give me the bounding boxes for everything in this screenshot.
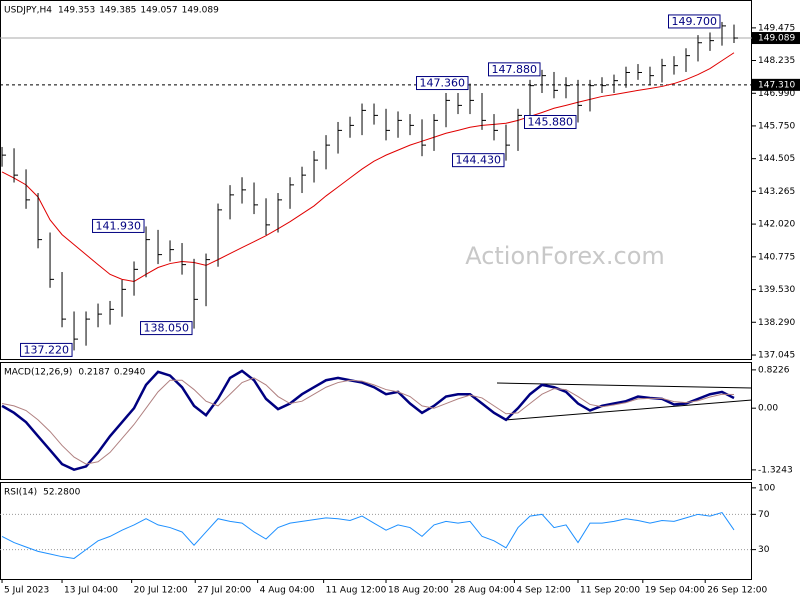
- x-tick-label: 18 Aug 20:00: [388, 586, 449, 596]
- readout: 52.2800: [43, 488, 80, 498]
- y-tick-label: 0.00: [758, 404, 778, 414]
- x-tick-label: 19 Sep 04:00: [645, 586, 705, 596]
- annotation: 137.220: [20, 342, 73, 357]
- y-tick-label: 0.8226: [758, 365, 790, 375]
- y-tick-label: 70: [758, 510, 770, 520]
- series-line: [1, 369, 735, 472]
- macd-panel: [0, 362, 752, 480]
- readout: 149.385: [99, 6, 136, 16]
- x-tick-label: 20 Jul 12:00: [134, 586, 188, 596]
- y-tick-label: 138.290: [758, 318, 795, 328]
- y-tick-label: 30: [758, 545, 770, 555]
- readout: 0.2187: [78, 368, 110, 378]
- y-tick-label: 149.475: [758, 23, 795, 33]
- annotation-label: 147.360: [420, 77, 466, 90]
- y-tick-label: -1.3243: [758, 465, 793, 475]
- readout: 149.089: [182, 6, 219, 16]
- x-tick-label: 4 Aug 04:00: [260, 586, 315, 596]
- y-tick-label: 144.505: [758, 154, 795, 164]
- watermark: ActionForex.com: [465, 242, 665, 270]
- y-tick-label: 140.775: [758, 252, 795, 262]
- annotation-label: 141.930: [96, 219, 141, 232]
- panel-title: MACD(12,26,9): [4, 368, 72, 378]
- annotation-box: [20, 342, 73, 357]
- annotation-box: [668, 14, 721, 29]
- annotation-label: 144.430: [456, 154, 502, 167]
- readout: 0.2940: [114, 368, 146, 378]
- annotation: 147.880: [488, 62, 541, 77]
- annotation: 147.360: [416, 76, 469, 91]
- annotation-box: [452, 153, 505, 168]
- annotation-box: [488, 62, 541, 77]
- annotation-label: 149.700: [672, 15, 718, 28]
- x-tick-label: 4 Sep 12:00: [516, 586, 571, 596]
- annotation-label: 137.220: [24, 343, 70, 356]
- annotation-box: [92, 218, 145, 233]
- y-tick-label: 148.235: [758, 56, 795, 66]
- series-line: [1, 377, 735, 465]
- price-label: 149.089: [758, 34, 795, 44]
- price-panel: [0, 0, 752, 360]
- y-tick-label: 139.530: [758, 285, 795, 295]
- series-line: [1, 511, 735, 559]
- annotation: 149.700: [668, 14, 721, 29]
- panel-title: USDJPY,H4: [4, 6, 52, 16]
- x-tick-label: 13 Jul 04:00: [64, 586, 118, 596]
- annotation-box: [524, 114, 577, 129]
- annotation: 138.050: [140, 321, 193, 336]
- y-tick-label: 143.265: [758, 187, 795, 197]
- x-tick-label: 27 Jul 20:00: [197, 586, 251, 596]
- rsi-panel: [0, 482, 752, 580]
- y-tick-label: 145.750: [758, 121, 795, 131]
- annotation-label: 138.050: [144, 322, 190, 335]
- y-tick-label: 100: [758, 483, 775, 493]
- x-tick-label: 11 Aug 12:00: [326, 586, 387, 596]
- price-box: [752, 32, 800, 45]
- readout: 149.057: [140, 6, 177, 16]
- x-tick-label: 26 Sep 12:00: [707, 586, 767, 596]
- level-label: 147.310: [758, 80, 795, 90]
- y-tick-label: 146.990: [758, 89, 795, 99]
- x-tick-label: 28 Aug 04:00: [454, 586, 515, 596]
- annotation-label: 147.880: [492, 63, 538, 76]
- annotation: 141.930: [92, 218, 145, 233]
- annotation-box: [416, 76, 469, 91]
- level-box: [752, 78, 800, 91]
- panel-title: RSI(14): [4, 488, 37, 498]
- y-tick-label: 142.020: [758, 220, 795, 230]
- annotation: 145.880: [524, 114, 577, 129]
- x-tick-label: 11 Sep 20:00: [580, 586, 640, 596]
- moving-average: [1, 52, 735, 282]
- annotation-label: 145.880: [528, 115, 574, 128]
- y-tick-label: 137.045: [758, 351, 795, 361]
- annotation-box: [140, 321, 193, 336]
- x-tick-label: 5 Jul 2023: [4, 586, 49, 596]
- trend-line: [504, 399, 753, 421]
- readout: 149.353: [58, 6, 95, 16]
- trend-line: [496, 382, 753, 389]
- annotation: 144.430: [452, 153, 505, 168]
